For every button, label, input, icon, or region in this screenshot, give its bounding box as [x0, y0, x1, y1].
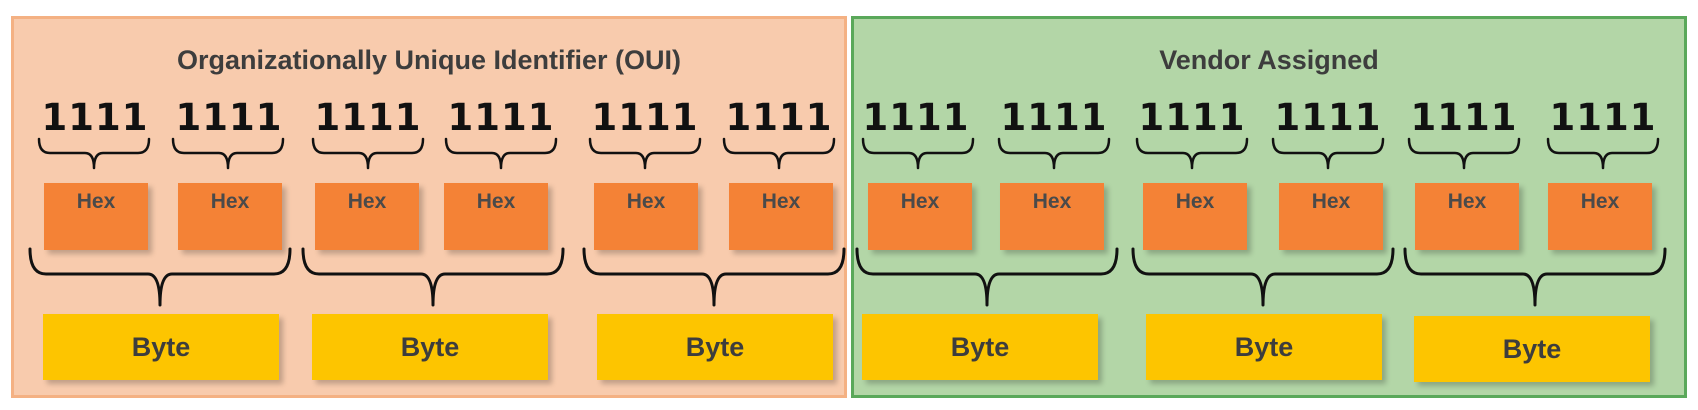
vendor-title: Vendor Assigned: [1159, 45, 1379, 75]
nibble-brace: [171, 137, 285, 170]
nibble-4-1: 1111: [862, 96, 970, 139]
byte-brace: [28, 247, 292, 307]
byte-box-1: Byte: [43, 314, 279, 380]
nibble-brace: [444, 137, 558, 170]
nibble-brace: [861, 137, 975, 170]
nibble-5-2: 1111: [1274, 96, 1382, 139]
byte-brace: [1131, 247, 1395, 307]
nibble-brace: [37, 137, 151, 170]
byte-box-4: Byte: [862, 314, 1098, 380]
byte-brace: [301, 247, 565, 307]
hex-box-4-1: Hex: [868, 183, 972, 250]
nibble-brace: [1271, 137, 1385, 170]
nibble-6-2: 1111: [1549, 96, 1657, 139]
hex-box-1-2: Hex: [178, 183, 282, 250]
nibble-brace: [1407, 137, 1521, 170]
nibble-2-2: 1111: [447, 96, 555, 139]
hex-box-5-1: Hex: [1143, 183, 1247, 250]
hex-box-3-1: Hex: [594, 183, 698, 250]
byte-box-3: Byte: [597, 314, 833, 380]
nibble-brace: [588, 137, 702, 170]
hex-box-4-2: Hex: [1000, 183, 1104, 250]
hex-box-2-2: Hex: [444, 183, 548, 250]
nibble-5-1: 1111: [1138, 96, 1246, 139]
oui-title: Organizationally Unique Identifier (OUI): [176, 45, 682, 75]
nibble-6-1: 1111: [1410, 96, 1518, 139]
nibble-brace: [311, 137, 425, 170]
nibble-brace: [997, 137, 1111, 170]
nibble-3-1: 1111: [591, 96, 699, 139]
hex-box-3-2: Hex: [729, 183, 833, 250]
nibble-2-1: 1111: [314, 96, 422, 139]
byte-brace: [1403, 247, 1667, 307]
nibble-brace: [1135, 137, 1249, 170]
nibble-1-1: 1111: [41, 96, 149, 139]
nibble-3-2: 1111: [725, 96, 833, 139]
nibble-brace: [1546, 137, 1660, 170]
hex-box-1-1: Hex: [44, 183, 148, 250]
nibble-1-2: 1111: [175, 96, 283, 139]
byte-box-5: Byte: [1146, 314, 1382, 380]
byte-brace: [855, 247, 1119, 307]
hex-box-6-1: Hex: [1415, 183, 1519, 250]
nibble-brace: [722, 137, 836, 170]
nibble-4-2: 1111: [1000, 96, 1108, 139]
hex-box-5-2: Hex: [1279, 183, 1383, 250]
hex-box-2-1: Hex: [315, 183, 419, 250]
byte-box-6: Byte: [1414, 316, 1650, 382]
hex-box-6-2: Hex: [1548, 183, 1652, 250]
byte-box-2: Byte: [312, 314, 548, 380]
byte-brace: [582, 247, 846, 307]
